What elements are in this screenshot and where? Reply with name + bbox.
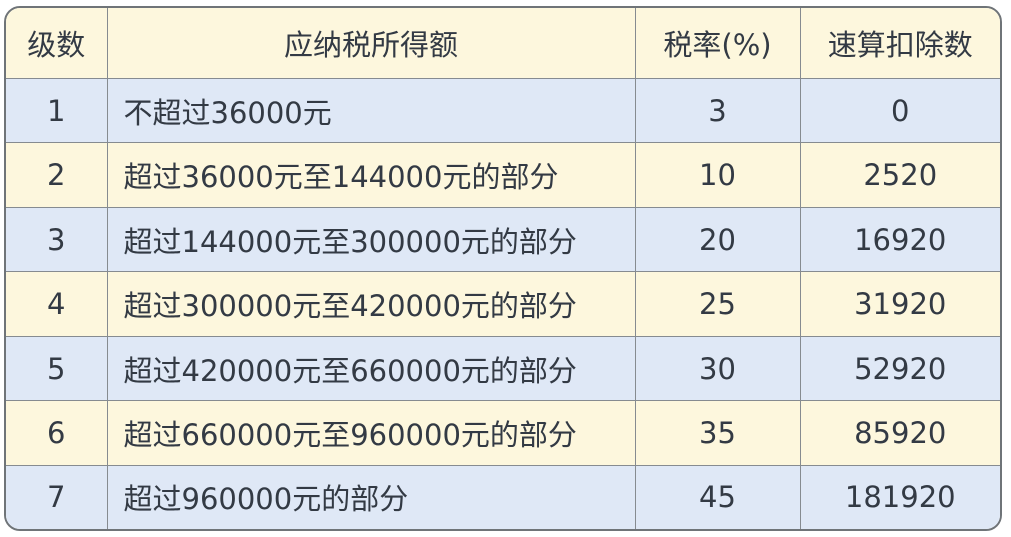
cell-quick-deduction: 0 [799,77,1000,144]
cell-level: 1 [6,77,108,144]
cell-quick-deduction: 52920 [799,335,1000,402]
cell-taxable-income: 超过144000元至300000元的部分 [106,206,636,273]
cell-taxable-income: 超过36000元至144000元的部分 [106,142,636,208]
cell-level: 6 [6,400,108,466]
cell-quick-deduction: 16920 [799,206,1000,273]
cell-tax-rate: 10 [634,142,801,208]
cell-taxable-income: 超过300000元至420000元的部分 [106,271,636,337]
table-row: 1 不超过36000元 3 0 [6,77,1000,144]
table-row: 3 超过144000元至300000元的部分 20 16920 [6,206,1000,273]
header-tax-rate: 税率(%) [634,8,801,79]
header-level: 级数 [6,8,108,79]
cell-quick-deduction: 31920 [799,271,1000,337]
cell-level: 3 [6,206,108,273]
cell-quick-deduction: 85920 [799,400,1000,466]
cell-taxable-income: 不超过36000元 [106,77,636,144]
cell-taxable-income: 超过660000元至960000元的部分 [106,400,636,466]
cell-taxable-income: 超过420000元至660000元的部分 [106,335,636,402]
table-row: 6 超过660000元至960000元的部分 35 85920 [6,400,1000,466]
cell-tax-rate: 20 [634,206,801,273]
header-quick-deduction: 速算扣除数 [799,8,1000,79]
cell-tax-rate: 25 [634,271,801,337]
header-taxable-income: 应纳税所得额 [106,8,636,79]
table-row: 5 超过420000元至660000元的部分 30 52920 [6,335,1000,402]
tax-rate-table-container: 级数 应纳税所得额 税率(%) 速算扣除数 1 不超过36000元 3 0 2 超过360… [4,6,1002,531]
cell-quick-deduction: 2520 [799,142,1000,208]
header-row: 级数 应纳税所得额 税率(%) 速算扣除数 [6,8,1000,79]
cell-taxable-income: 超过960000元的部分 [106,464,636,529]
table-row: 2 超过36000元至144000元的部分 10 2520 [6,142,1000,208]
cell-level: 4 [6,271,108,337]
cell-level: 7 [6,464,108,529]
tax-rate-table: 级数 应纳税所得额 税率(%) 速算扣除数 1 不超过36000元 3 0 2 超过360… [6,8,1000,529]
table-row: 4 超过300000元至420000元的部分 25 31920 [6,271,1000,337]
cell-tax-rate: 45 [634,464,801,529]
cell-tax-rate: 35 [634,400,801,466]
cell-quick-deduction: 181920 [799,464,1000,529]
cell-tax-rate: 3 [634,77,801,144]
cell-tax-rate: 30 [634,335,801,402]
cell-level: 5 [6,335,108,402]
table-row: 7 超过960000元的部分 45 181920 [6,464,1000,529]
cell-level: 2 [6,142,108,208]
